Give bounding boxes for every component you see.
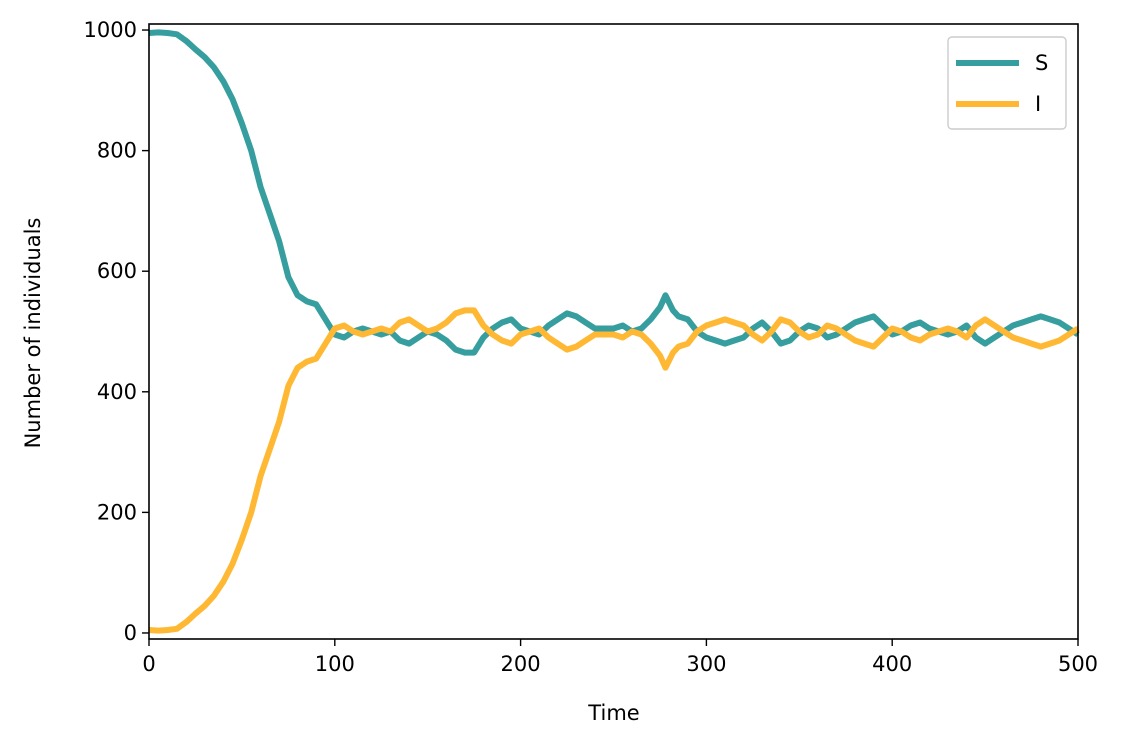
series-layer xyxy=(148,29,1080,634)
y-tick-label: 0 xyxy=(124,621,137,645)
x-tick-label: 400 xyxy=(872,652,912,676)
y-tick-label: 600 xyxy=(97,259,137,283)
y-tick-label: 200 xyxy=(97,500,137,524)
x-axis-title: Time xyxy=(587,701,639,725)
x-tick-label: 100 xyxy=(315,652,355,676)
x-axis: 0 100 200 300 400 500 xyxy=(142,639,1098,676)
series-line-i xyxy=(148,307,1080,634)
series-line-s xyxy=(148,29,1080,356)
x-tick-label: 0 xyxy=(142,652,155,676)
x-tick-label: 200 xyxy=(501,652,541,676)
x-tick-label: 300 xyxy=(686,652,726,676)
y-axis: 0 200 400 600 800 1000 xyxy=(84,18,149,645)
y-tick-label: 800 xyxy=(97,139,137,163)
y-tick-label: 400 xyxy=(97,380,137,404)
legend-label-i: I xyxy=(1035,92,1041,116)
x-tick-label: 500 xyxy=(1058,652,1098,676)
y-tick-label: 1000 xyxy=(84,18,137,42)
legend-label-s: S xyxy=(1035,51,1048,75)
legend: S I xyxy=(947,36,1067,130)
y-axis-title: Number of individuals xyxy=(21,218,45,449)
plot-frame xyxy=(148,23,1079,640)
